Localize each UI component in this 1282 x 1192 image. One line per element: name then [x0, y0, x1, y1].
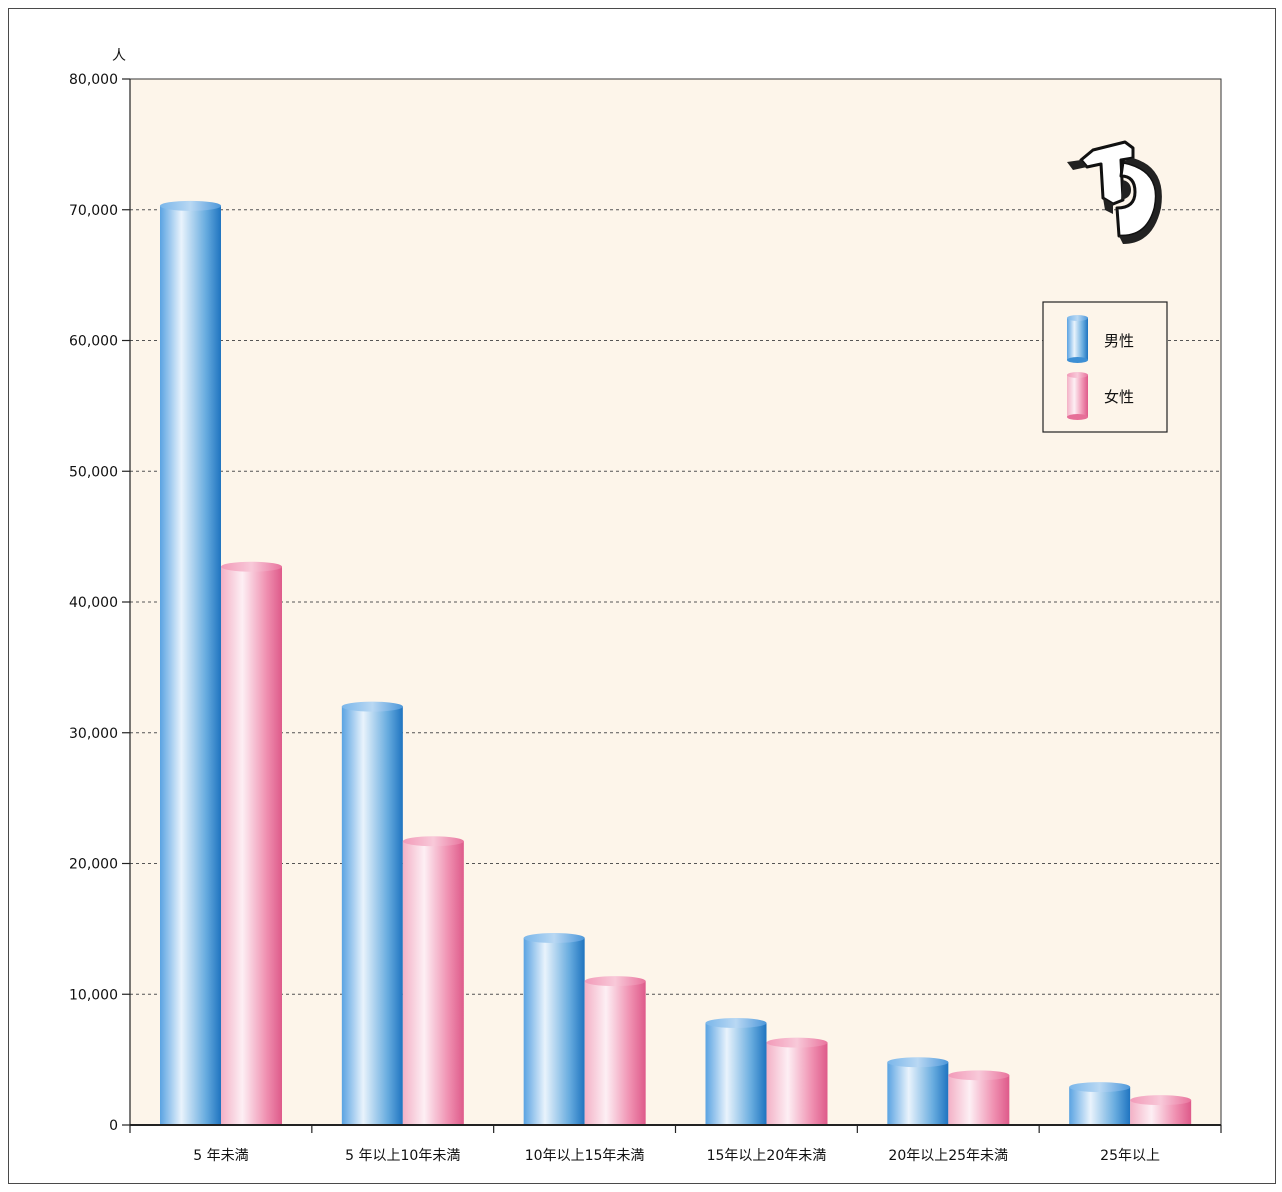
bar-male: [523, 933, 585, 1125]
bars: [160, 200, 1192, 1125]
chart-frame: [8, 8, 1276, 1184]
x-category-label: 25年以上: [1100, 1148, 1160, 1164]
bar-female: [1130, 1095, 1192, 1125]
td-logo: [1067, 140, 1162, 244]
grid-lines: [130, 209, 1221, 995]
y-tick-label: 20,000: [69, 857, 118, 873]
legend-swatch-male: [1067, 315, 1088, 363]
x-category-label: 10年以上15年未満: [525, 1148, 645, 1164]
y-axis: 0 10,000 20,000 30,000 40,000 50,000 60,000 70,…: [69, 72, 131, 1134]
legend-label-male: 男性: [1104, 332, 1134, 350]
legend: 男性 女性: [1042, 301, 1168, 433]
y-tick-label: 70,000: [69, 203, 118, 219]
y-axis-unit: 人: [112, 48, 126, 64]
bar-male: [705, 1018, 767, 1125]
bar-male: [341, 701, 403, 1125]
y-tick-label: 30,000: [69, 726, 118, 742]
bar-female: [402, 836, 464, 1125]
bar-female: [221, 561, 282, 1125]
bar-female: [766, 1037, 828, 1125]
bar-female: [948, 1070, 1010, 1125]
y-tick-label: 0: [109, 1118, 118, 1134]
x-category-label: 15年以上20年未満: [707, 1148, 827, 1164]
legend-label-female: 女性: [1104, 388, 1134, 406]
bar-male: [887, 1057, 949, 1125]
y-tick-label: 80,000: [69, 72, 118, 88]
legend-swatch-female: [1067, 372, 1088, 420]
bar-male: [160, 200, 221, 1125]
y-tick-label: 60,000: [69, 334, 118, 350]
y-tick-label: 40,000: [69, 595, 118, 611]
y-tick-label: 10,000: [69, 987, 118, 1003]
bar-male: [1069, 1082, 1131, 1125]
x-category-label: 5 年未満: [193, 1148, 248, 1164]
x-axis: 5 年未満 5 年以上10年未満 10年以上15年未満 15年以上20年未満 20年以上…: [129, 1124, 1222, 1164]
bar-female: [584, 976, 646, 1125]
x-category-label: 20年以上25年未満: [888, 1148, 1008, 1164]
x-category-label: 5 年以上10年未満: [345, 1148, 460, 1164]
y-tick-label: 50,000: [69, 464, 118, 480]
